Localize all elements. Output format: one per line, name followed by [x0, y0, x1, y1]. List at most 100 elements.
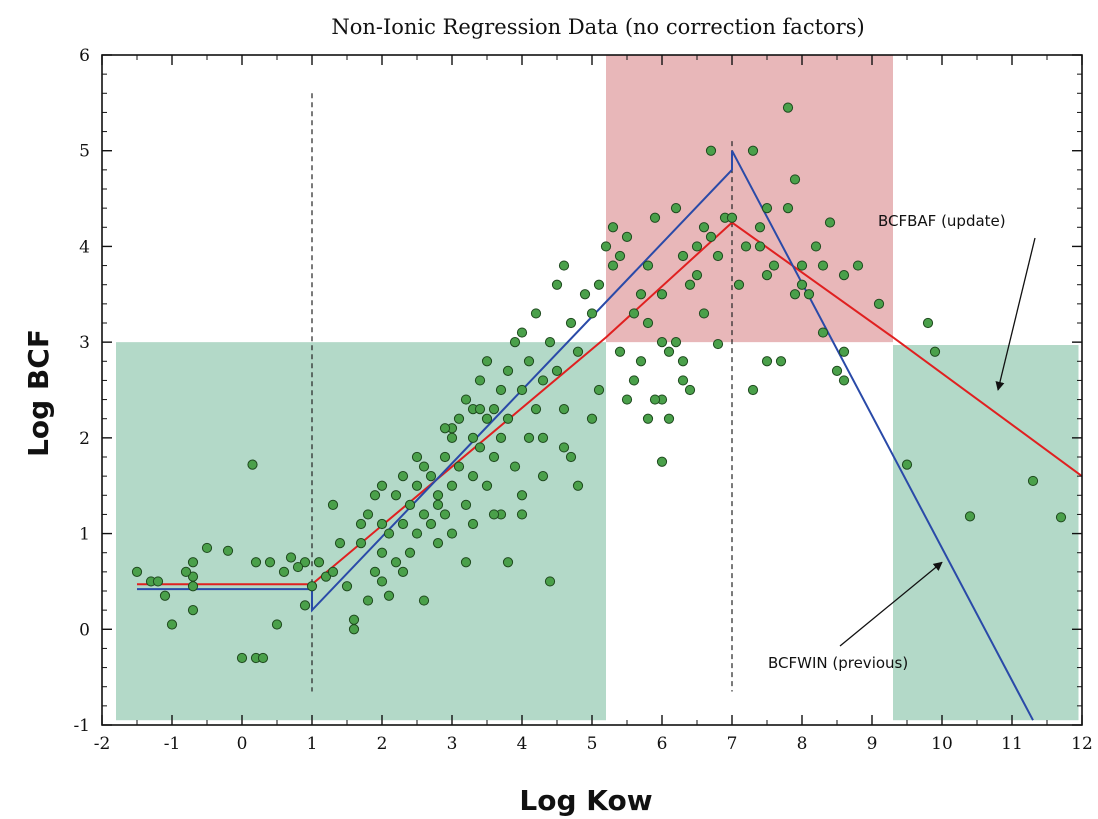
data-point — [761, 203, 773, 214]
data-point — [425, 518, 437, 530]
data-point — [313, 557, 325, 568]
x-tick-label: 2 — [377, 734, 388, 754]
scatter-points — [131, 102, 1067, 664]
x-tick-label: 10 — [931, 734, 953, 754]
x-tick-label: 8 — [797, 734, 808, 754]
data-point — [180, 566, 192, 577]
data-point — [411, 480, 423, 491]
annotation-label-2: BCFWIN (previous) — [768, 654, 908, 672]
data-point — [467, 518, 479, 530]
data-point — [670, 203, 682, 214]
data-point — [306, 581, 318, 592]
data-point — [278, 566, 290, 577]
data-point — [516, 384, 528, 396]
data-point — [404, 499, 416, 510]
data-point — [621, 394, 633, 405]
data-point — [362, 595, 374, 606]
data-point — [796, 279, 808, 290]
data-point — [852, 260, 864, 271]
data-point — [481, 480, 493, 491]
y-tick-label: 4 — [79, 237, 90, 257]
data-point — [796, 260, 808, 271]
data-point — [446, 528, 458, 539]
data-point — [348, 614, 360, 625]
data-point — [516, 509, 528, 520]
data-point — [383, 590, 395, 601]
chart-title: Non-Ionic Regression Data (no correction… — [331, 15, 864, 39]
shaded-region-3 — [893, 345, 1079, 721]
data-point — [544, 337, 556, 348]
data-point — [838, 375, 850, 386]
data-point — [397, 566, 409, 577]
data-point — [747, 384, 759, 396]
data-point — [663, 346, 675, 357]
data-point — [404, 547, 416, 558]
data-point — [712, 250, 724, 262]
data-point — [593, 279, 605, 290]
data-point — [642, 413, 654, 424]
data-point — [698, 308, 710, 319]
data-point — [621, 231, 633, 242]
data-point — [271, 619, 283, 630]
data-point — [537, 432, 549, 443]
data-point — [348, 624, 360, 635]
data-point — [341, 581, 353, 592]
data-point — [397, 518, 409, 530]
data-point — [502, 413, 514, 424]
data-point — [698, 222, 710, 233]
data-point — [929, 346, 941, 357]
annotation-arrow-2 — [839, 561, 943, 647]
data-point — [509, 337, 521, 348]
data-point — [761, 270, 773, 281]
data-point — [502, 365, 514, 376]
data-point — [775, 356, 787, 367]
data-point — [817, 327, 829, 338]
data-point — [369, 490, 381, 501]
data-point — [222, 545, 234, 556]
series-line-1 — [137, 221, 1083, 586]
data-point — [247, 459, 258, 470]
data-point — [460, 557, 472, 568]
data-point — [250, 557, 262, 568]
data-point — [474, 375, 486, 386]
data-point — [376, 547, 388, 558]
data-point — [488, 509, 500, 520]
data-point — [782, 102, 794, 113]
data-point — [628, 375, 640, 386]
data-point — [740, 241, 752, 252]
data-point — [355, 538, 367, 549]
data-point — [446, 432, 458, 443]
data-point — [474, 404, 486, 415]
data-point — [131, 566, 143, 577]
data-point — [768, 260, 780, 271]
data-point — [453, 461, 465, 472]
data-point — [488, 404, 500, 415]
data-point — [411, 451, 423, 463]
y-tick-label: 3 — [79, 333, 90, 353]
data-point — [964, 511, 976, 522]
x-tick-label: 7 — [727, 734, 738, 754]
data-point — [537, 375, 549, 386]
data-point — [369, 566, 381, 577]
data-point — [649, 394, 661, 405]
data-point — [565, 317, 577, 329]
data-point — [383, 528, 395, 539]
data-point — [733, 279, 745, 290]
data-point — [614, 250, 626, 262]
data-point — [705, 145, 717, 156]
data-point — [495, 432, 507, 443]
x-tick-label: 0 — [237, 734, 248, 754]
data-point — [390, 557, 402, 568]
data-point — [432, 538, 444, 549]
data-point — [607, 260, 619, 271]
data-point — [586, 308, 598, 319]
data-point — [320, 571, 332, 582]
data-point — [523, 432, 535, 443]
data-point — [558, 404, 570, 415]
data-point — [663, 413, 675, 424]
data-point — [530, 308, 542, 319]
data-point — [453, 413, 465, 424]
data-point — [558, 442, 570, 453]
data-point — [481, 356, 493, 367]
